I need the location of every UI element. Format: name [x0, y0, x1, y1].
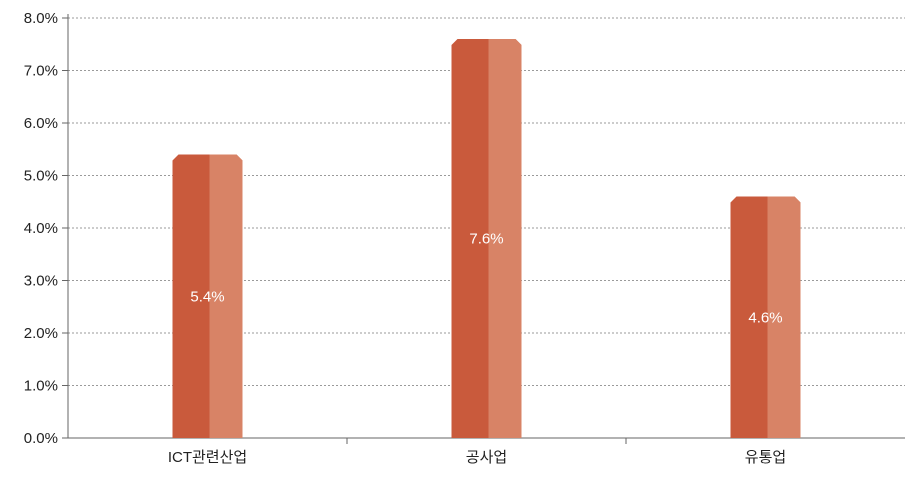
- data-label: 5.4%: [190, 288, 224, 305]
- data-label: 4.6%: [748, 309, 782, 326]
- y-tick-label: 0.0%: [24, 430, 58, 447]
- y-tick-label: 1.0%: [24, 378, 58, 395]
- bar-highlight: [209, 154, 243, 438]
- y-tick-label: 3.0%: [24, 273, 58, 290]
- bar-highlight: [488, 39, 522, 438]
- bar-highlight: [767, 196, 801, 438]
- y-tick-label: 5.0%: [24, 168, 58, 185]
- y-tick-label: 6.0%: [24, 115, 58, 132]
- y-tick-label: 4.0%: [24, 220, 58, 237]
- y-tick-label: 8.0%: [24, 10, 58, 27]
- y-tick-label: 7.0%: [24, 63, 58, 80]
- x-category-label: 유통업: [745, 449, 786, 466]
- x-category-label: ICT관련산업: [168, 449, 247, 466]
- x-category-label: 공사업: [466, 449, 507, 466]
- y-tick-label: 2.0%: [24, 325, 58, 342]
- data-label: 7.6%: [469, 231, 503, 248]
